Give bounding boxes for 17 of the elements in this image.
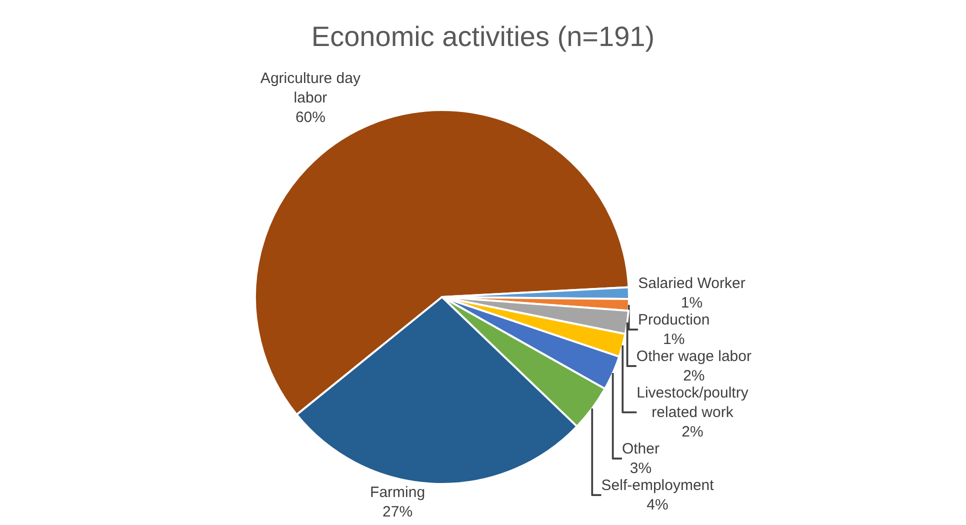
slice-label: Livestock/poultry related work: [636, 384, 749, 421]
chart-title: Economic activities (n=191): [311, 20, 655, 52]
slice-label: Agriculture day labor: [260, 70, 361, 107]
data-label: 3%: [630, 460, 652, 477]
data-label: 2%: [683, 367, 705, 384]
data-label: 1%: [662, 330, 685, 348]
slice-label: Farming: [370, 484, 426, 501]
data-label: 60%: [295, 109, 326, 126]
slice-label: Self-employment: [601, 476, 715, 494]
data-label: 4%: [646, 496, 668, 514]
slice-label: Other wage labor: [636, 348, 752, 365]
slice-label: Salaried Worker: [638, 274, 746, 292]
slice-label: Production: [638, 311, 710, 328]
data-label: 27%: [382, 503, 413, 520]
data-label: 1%: [680, 294, 703, 312]
slice-label: Other: [622, 440, 660, 458]
data-label: 2%: [682, 423, 704, 440]
